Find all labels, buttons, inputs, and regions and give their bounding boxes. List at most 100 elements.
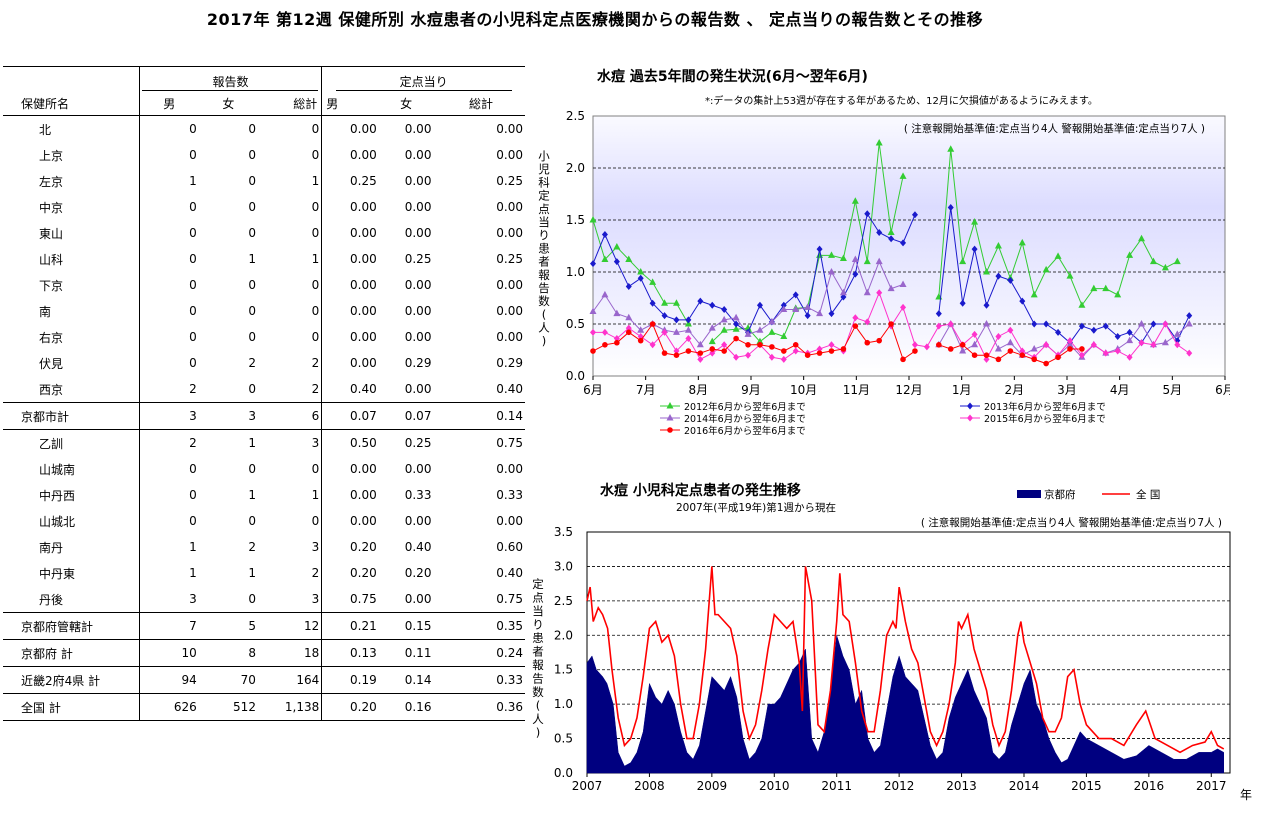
col-header-male: 男 — [138, 91, 199, 116]
data-point — [1054, 252, 1062, 259]
ylabel-char: ) — [536, 726, 541, 740]
row-name: 南丹 — [39, 540, 64, 555]
row-cell: 0.00 — [404, 200, 432, 214]
ylabel-char: 人 — [538, 321, 550, 335]
row-cell: 0.35 — [496, 619, 523, 633]
row-cell: 94 — [138, 666, 199, 694]
data-point — [601, 290, 609, 298]
row-cell: 0.00 — [404, 278, 432, 292]
data-point — [709, 346, 716, 352]
data-point — [685, 316, 692, 324]
ylabel-char: 小 — [538, 149, 550, 163]
row-cell: 0.00 — [321, 456, 379, 482]
data-point — [983, 352, 990, 358]
row-cell: 0.25 — [496, 174, 523, 188]
row-cell: 0.21 — [321, 612, 379, 640]
ylabel-char: ) — [542, 334, 547, 348]
data-point — [721, 305, 728, 313]
data-point — [780, 305, 788, 312]
data-point — [1150, 320, 1157, 328]
data-point — [851, 197, 859, 204]
data-point — [1173, 257, 1181, 265]
data-point — [936, 342, 942, 348]
data-point — [816, 245, 823, 253]
data-point — [637, 268, 645, 275]
y-tick-label: 2.0 — [554, 628, 573, 642]
chart2-title: 水痘 小児科定点患者の発生推移 — [600, 483, 801, 499]
data-point — [967, 414, 973, 422]
data-point — [780, 348, 787, 354]
row-cell: 0.50 — [321, 429, 379, 456]
data-point — [768, 317, 776, 325]
chart2-subtitle: 2007年(平成19年)第1週から現在 — [676, 502, 836, 514]
row-cell: 10 — [138, 639, 199, 667]
table-row: 南 0 0 0 0.00 0.00 0.00 — [3, 298, 525, 324]
legend-label: 2012年6月から翌年6月まで — [684, 401, 806, 413]
data-point — [1102, 349, 1109, 357]
row-cell: 0.00 — [404, 226, 432, 240]
x-tick-label: 2017 — [1196, 779, 1227, 793]
data-point — [1114, 332, 1121, 340]
row-cell: 0 — [311, 330, 320, 344]
data-point — [792, 347, 799, 355]
row-cell: 3 — [311, 592, 320, 606]
ylabel-char: 者 — [538, 255, 550, 269]
ylabel-char: ( — [536, 699, 541, 713]
row-cell: 0.00 — [321, 324, 379, 350]
row-cell: 0.00 — [321, 272, 379, 298]
row-cell: 0.00 — [496, 514, 523, 528]
data-point — [804, 352, 811, 358]
data-point — [613, 258, 620, 266]
data-point — [947, 346, 954, 352]
data-point — [816, 350, 823, 356]
data-point — [733, 353, 740, 361]
data-point — [1030, 290, 1038, 298]
data-point — [1079, 346, 1085, 352]
y-tick-label: 1.0 — [566, 265, 585, 279]
row-cell: 0 — [311, 122, 320, 136]
x-tick-label: 2008 — [634, 779, 665, 793]
data-point — [1126, 251, 1134, 258]
table-row: 中京 0 0 0 0.00 0.00 0.00 — [3, 194, 525, 220]
data-point — [614, 339, 620, 346]
ylabel-char: 患 — [532, 631, 544, 645]
table-row: 乙訓 2 1 3 0.50 0.25 0.75 — [3, 429, 525, 456]
data-point — [733, 335, 739, 342]
row-cell: 12 — [304, 619, 320, 633]
row-cell: 0.00 — [404, 174, 432, 188]
x-tick-label: 2014 — [1009, 779, 1040, 793]
table-row: 山科 0 1 1 0.00 0.25 0.25 — [3, 246, 525, 272]
row-cell: 0.20 — [321, 693, 379, 721]
data-point — [661, 328, 668, 336]
group-header-per-sentinel: 定点当り — [335, 73, 512, 91]
data-point — [768, 353, 775, 361]
table-row: 伏見 0 2 2 0.00 0.29 0.29 — [3, 350, 525, 376]
data-point — [589, 307, 597, 315]
table-row: 東山 0 0 0 0.00 0.00 0.00 — [3, 220, 525, 246]
table-row: 左京 1 0 1 0.25 0.00 0.25 — [3, 168, 525, 194]
x-tick-label: 8月 — [689, 383, 709, 397]
row-name: 京都府管轄計 — [21, 619, 94, 634]
row-cell: 0.00 — [404, 462, 432, 476]
data-point — [637, 326, 645, 333]
row-cell: 1 — [311, 252, 320, 266]
row-cell: 0 — [248, 514, 256, 528]
data-point — [912, 348, 918, 354]
chart2-threshold-note: ( 注意報開始基準値:定点当り4人 警報開始基準値:定点当り7人 ) — [921, 516, 1222, 529]
row-cell: 0 — [311, 200, 320, 214]
legend-label: 2013年6月から翌年6月まで — [984, 401, 1106, 413]
data-point — [601, 255, 609, 263]
row-cell: 0 — [248, 592, 256, 606]
data-point — [697, 355, 704, 363]
row-cell: 0.40 — [496, 566, 523, 580]
x-tick-label: 2009 — [697, 779, 728, 793]
data-point — [1090, 341, 1097, 349]
row-cell: 0 — [138, 142, 199, 168]
data-point — [959, 299, 966, 307]
data-point — [967, 402, 973, 410]
data-point — [709, 301, 716, 309]
row-cell: 0.20 — [404, 566, 432, 580]
data-point — [673, 347, 680, 355]
data-point — [887, 284, 895, 292]
